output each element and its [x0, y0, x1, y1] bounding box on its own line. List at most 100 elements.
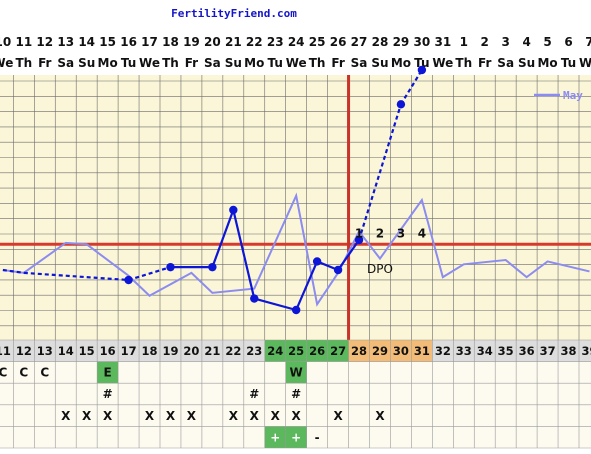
cycle-day-number: 16	[100, 344, 116, 358]
cycle-day-number: 21	[204, 344, 220, 358]
series-current-cycle-point	[396, 100, 406, 109]
header-date: 22	[246, 35, 263, 49]
plot-area: 1 2 3 4 DPO	[0, 65, 591, 340]
symptoms-mark: X	[333, 409, 343, 423]
header-date: 10	[0, 35, 11, 49]
series-current-cycle-point	[166, 262, 175, 272]
opk-cell-fill	[285, 426, 307, 448]
header-date: 14	[78, 35, 95, 49]
opk-cell-fill	[264, 426, 286, 448]
header-date: 20	[204, 35, 221, 49]
header-weekday: Th	[162, 56, 179, 70]
header-date: 27	[351, 35, 368, 49]
header-weekday: Sa	[57, 56, 74, 70]
cycle-day-number: 28	[351, 344, 367, 358]
cervical-fluid-mark: C	[0, 366, 7, 380]
series-current-cycle-segment	[337, 239, 360, 271]
series-current-cycle-point	[333, 265, 343, 275]
cycle-day-number: 25	[288, 344, 304, 358]
series-previous-cycle-line	[2, 192, 590, 307]
cycle-day-highlight	[327, 340, 349, 362]
cycle-day-number: 26	[309, 344, 325, 358]
header-date: 2	[481, 35, 489, 49]
header-date: 13	[57, 35, 74, 49]
cycle-day-number: 18	[142, 344, 158, 358]
header-weekday: Fr	[185, 56, 198, 70]
plot-background	[0, 75, 591, 340]
header-weekday: We	[139, 56, 160, 70]
header-weekday: Sa	[497, 56, 514, 70]
header-date: 31	[434, 35, 451, 49]
header-weekday: Th	[309, 56, 326, 70]
cycle-day-number: 24	[267, 344, 283, 358]
cycle-day-number: 37	[540, 344, 556, 358]
cycle-day-number: 35	[498, 344, 514, 358]
header-weekday: Mo	[98, 56, 118, 70]
cycle-day-number: 23	[246, 344, 262, 358]
cycle-day-number: 22	[225, 344, 241, 358]
intercourse-mark: #	[291, 387, 301, 401]
cycle-day-number: 15	[79, 344, 95, 358]
symptoms-mark: X	[292, 409, 302, 423]
header-date: 6	[564, 35, 572, 49]
header-date: 24	[288, 35, 305, 49]
cycle-day-number: 34	[477, 344, 493, 358]
series-current-cycle-point	[208, 262, 217, 272]
opk-mark: -	[315, 430, 320, 444]
cycle-day-number: 30	[393, 344, 409, 358]
cycle-day-number: 29	[372, 344, 388, 358]
header-date: 28	[372, 35, 389, 49]
cycle-day-number: 39	[581, 344, 591, 358]
header-date: 1	[460, 35, 468, 49]
cervical-fluid-mark: C	[19, 366, 28, 380]
cervical-fluid-mark: W	[290, 366, 303, 380]
header-weekday: Su	[518, 56, 535, 70]
dpo-number: 3	[397, 226, 405, 240]
header-weekday: Th	[15, 56, 32, 70]
header-date: 7	[585, 35, 591, 49]
header-date: 4	[522, 35, 530, 49]
site-title[interactable]: FertilityFriend.com	[171, 7, 297, 20]
header-date: 30	[414, 35, 431, 49]
cycle-day-number: 20	[183, 344, 199, 358]
dpo-number: 4	[418, 226, 426, 240]
series-current-cycle-point	[124, 275, 133, 285]
header-weekday: Sa	[204, 56, 221, 70]
series-current-cycle-point	[312, 257, 322, 266]
header-weekday: Fr	[38, 56, 51, 70]
opk-mark: +	[291, 430, 301, 444]
symptoms-mark: X	[187, 409, 197, 423]
series-current-cycle-segment	[232, 209, 256, 299]
dpo-number: 1	[355, 226, 363, 240]
header-weekday: Fr	[331, 56, 344, 70]
cycle-day-number: 36	[519, 344, 535, 358]
cycle-day-number: 33	[456, 344, 472, 358]
cycle-day-number: 11	[0, 344, 11, 358]
dpo-number: 2	[376, 226, 384, 240]
header-date: 18	[162, 35, 179, 49]
date-header: 1011121314151617181920212223242526272829…	[0, 35, 591, 70]
header-weekday: Mo	[537, 56, 557, 70]
header-date: 26	[330, 35, 347, 49]
header-weekday: Tu	[268, 56, 283, 70]
cycle-day-highlight	[306, 340, 328, 362]
series-current-cycle-segment	[211, 209, 235, 268]
series-current-cycle-segment	[295, 260, 319, 311]
series-current-cycle-segment	[2, 268, 24, 274]
cycle-table: 11 12 13 14 15 16 17 18 19 20 21 22 23 24 25 26 27 28 29 30…	[0, 339, 591, 449]
header-weekday: Su	[225, 56, 242, 70]
cycle-day-number: 31	[414, 344, 430, 358]
symptoms-mark: X	[250, 409, 260, 423]
cycle-day-number: 14	[58, 344, 74, 358]
cycle-day-number: 19	[162, 344, 178, 358]
header-date: 23	[267, 35, 284, 49]
header-weekday: Sa	[351, 56, 368, 70]
symptoms-mark: X	[166, 409, 176, 423]
header-weekday: Fr	[478, 56, 491, 70]
header-weekday: We	[579, 56, 591, 70]
cervical-fluid-mark: E	[104, 366, 112, 380]
cycle-day-number: 32	[435, 344, 451, 358]
series-current-cycle-segment	[23, 271, 129, 282]
header-date: 21	[225, 35, 242, 49]
symptoms-mark: X	[145, 409, 155, 423]
